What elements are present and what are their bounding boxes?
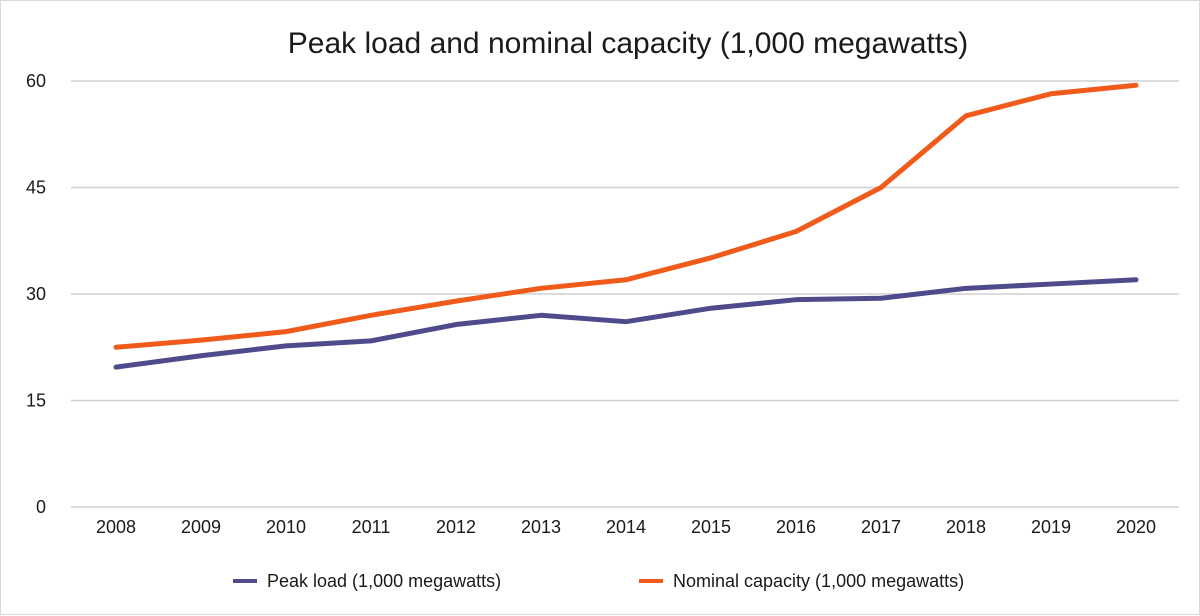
legend: Peak load (1,000 megawatts) Nominal capac… (233, 571, 964, 591)
x-tick-label: 2018 (946, 517, 986, 537)
y-tick-label: 30 (26, 284, 46, 304)
x-tick-label: 2016 (776, 517, 816, 537)
legend-label: Peak load (1,000 megawatts) (267, 571, 501, 591)
x-tick-label: 2012 (436, 517, 476, 537)
series-lines (116, 85, 1136, 367)
chart-title: Peak load and nominal capacity (1,000 me… (288, 27, 968, 60)
series-line-nominal-capacity (116, 85, 1136, 347)
y-axis-ticks: 0 15 30 45 60 (26, 71, 46, 517)
y-tick-label: 45 (26, 178, 46, 198)
legend-label: Nominal capacity (1,000 megawatts) (673, 571, 964, 591)
y-tick-label: 15 (26, 391, 46, 411)
x-tick-label: 2015 (691, 517, 731, 537)
y-tick-label: 0 (36, 497, 46, 517)
x-tick-label: 2020 (1116, 517, 1156, 537)
x-tick-label: 2013 (521, 517, 561, 537)
y-tick-label: 60 (26, 71, 46, 91)
x-tick-label: 2017 (861, 517, 901, 537)
x-tick-label: 2011 (352, 517, 391, 537)
x-axis-ticks: 2008 2009 2010 2011 2012 2013 2014 2015 2016 2017… (96, 517, 1156, 537)
x-tick-label: 2010 (266, 517, 306, 537)
x-tick-label: 2019 (1031, 517, 1071, 537)
gridlines (71, 81, 1179, 507)
x-tick-label: 2009 (181, 517, 221, 537)
x-tick-label: 2014 (606, 517, 646, 537)
x-tick-label: 2008 (96, 517, 136, 537)
series-line-peak-load (116, 280, 1136, 367)
